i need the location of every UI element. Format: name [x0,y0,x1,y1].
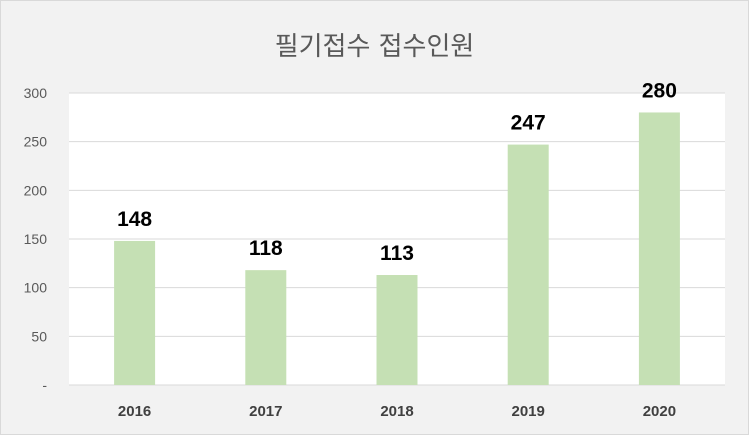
x-axis-ticks: 2016 2017 2018 2019 2020 [118,403,676,420]
y-tick-label: 50 [31,328,47,344]
x-tick-label: 2017 [249,403,282,420]
y-tick-label: 250 [24,134,48,150]
bars [114,112,680,385]
data-label: 118 [249,237,283,260]
data-label: 148 [117,208,152,231]
data-label: 113 [380,242,414,265]
x-tick-label: 2016 [118,403,151,420]
bar [638,112,680,385]
y-tick-label: 100 [24,280,48,296]
y-tick-label: 300 [24,85,48,101]
data-label: 280 [642,79,677,102]
x-tick-label: 2019 [512,403,545,420]
bar [245,270,287,385]
data-label: 247 [511,112,546,135]
y-tick-label: - [42,377,47,393]
chart-title: 필기접수 접수인원 [274,32,475,62]
y-axis-ticks: - 50 100 150 200 250 300 [24,85,48,393]
y-tick-label: 150 [24,231,48,247]
bar [507,144,549,385]
bar [114,240,156,385]
data-labels: 148 118 113 247 280 [117,79,677,265]
y-tick-label: 200 [24,182,48,198]
x-tick-label: 2020 [643,403,676,420]
bar [376,275,418,385]
x-tick-label: 2018 [380,403,413,420]
